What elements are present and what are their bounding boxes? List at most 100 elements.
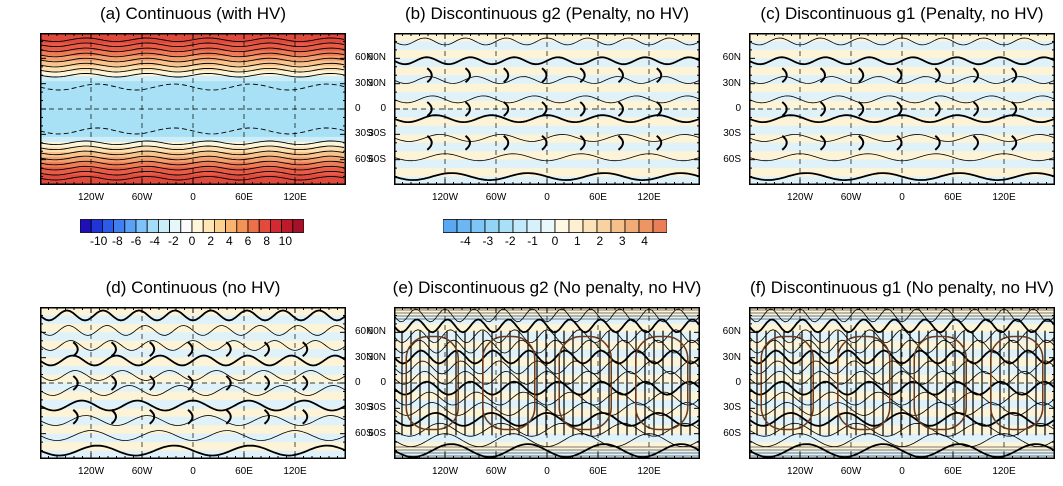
- colorbar-swatch: [135, 219, 148, 233]
- lat-tick-label: 60N: [367, 326, 386, 338]
- lon-tick-label: 0: [544, 466, 550, 477]
- map-panel-f: [749, 307, 1055, 459]
- lon-tick-label: 60E: [944, 466, 962, 477]
- graticule-b: [394, 33, 700, 185]
- colorbar-label: -2: [167, 234, 179, 248]
- colorbar-label: 8: [263, 234, 270, 248]
- lat-tick-label: 30S: [355, 128, 373, 140]
- map-panel-d: [40, 307, 346, 459]
- lat-tick-label: 0: [735, 103, 741, 114]
- lon-tick-label: 120W: [77, 466, 105, 477]
- colorbar-label: 3: [618, 234, 626, 248]
- tick-marks-e: [394, 307, 700, 459]
- lat-tick-label: 60S: [723, 427, 741, 439]
- lat-tick-label: 30N: [722, 77, 741, 89]
- lon-tick-label: 120E: [283, 192, 307, 203]
- lat-tick-label: 30S: [723, 128, 741, 140]
- lon-tick-label: 60E: [944, 192, 962, 203]
- lat-tick-label: 30N: [355, 77, 374, 89]
- colorbar-label: -1: [527, 234, 538, 248]
- lat-tick-label: 0: [380, 103, 386, 114]
- colorbar-swatch: [526, 219, 542, 233]
- tick-marks-a: [40, 33, 346, 185]
- lat-tick-label: 30S: [368, 128, 386, 140]
- colorbar-label: -3: [482, 234, 494, 248]
- colorbar-swatch: [470, 219, 486, 233]
- colorbar-label: 10: [278, 234, 292, 248]
- colorbar-swatch: [247, 219, 260, 233]
- lat-tick-label: 30N: [722, 351, 741, 363]
- colorbar-swatch: [169, 219, 182, 233]
- lon-tick-label: 60W: [131, 466, 153, 477]
- colorbar-label: 0: [188, 234, 196, 248]
- colorbar-swatch: [624, 219, 640, 233]
- graticule-c: [749, 33, 1055, 185]
- lon-tick-label: 120E: [637, 192, 661, 203]
- graticule-f: [749, 307, 1055, 459]
- colorbar-swatch: [225, 219, 238, 233]
- lat-tick-label: 60N: [722, 326, 741, 338]
- colorbar-swatch: [113, 219, 126, 233]
- lon-tick-label: 60E: [589, 192, 607, 203]
- lon-tick-label: 60W: [840, 192, 862, 203]
- colorbar-swatch: [443, 219, 458, 233]
- lat-tick-label: 0: [735, 377, 741, 388]
- colorbar-swatch: [484, 219, 500, 233]
- lon-tick-label: 120W: [431, 192, 459, 203]
- colorbar-label: -10: [89, 234, 108, 248]
- colorbar-label: 4: [641, 234, 648, 248]
- lon-tick-label: 60W: [840, 466, 862, 477]
- colorbar-swatch: [236, 219, 249, 233]
- colorbar-swatch: [292, 219, 304, 233]
- lon-tick-label: 120E: [992, 466, 1016, 477]
- map-panel-a: [40, 33, 346, 185]
- lon-tick-label: 120W: [786, 192, 814, 203]
- lat-tick-label: 30N: [367, 351, 386, 363]
- lat-tick-label: 30N: [367, 77, 386, 89]
- colorbar-label: 2: [207, 234, 214, 248]
- lat-tick-label: 0: [380, 377, 386, 388]
- lat-tick-label: 60S: [355, 153, 373, 165]
- panel-title-f: (f) Discontinuous g1 (No penalty, no HV): [750, 278, 1054, 297]
- colorbar-label: 4: [225, 234, 233, 248]
- colorbar-label: -4: [149, 234, 160, 248]
- lon-tick-label: 60W: [485, 192, 507, 203]
- colorbar-wide: [80, 219, 304, 233]
- colorbar-swatch: [554, 219, 570, 233]
- lon-tick-label: 60E: [589, 466, 607, 477]
- colorbar-label: 2: [596, 234, 604, 248]
- colorbar-swatch: [101, 219, 114, 233]
- colorbar-label: 1: [574, 234, 581, 248]
- colorbar-swatch: [281, 219, 294, 233]
- colorbar-label: -4: [460, 234, 471, 248]
- map-panel-c: [749, 33, 1055, 185]
- map-panel-b: [394, 33, 700, 185]
- lat-tick-label: 60N: [355, 52, 374, 64]
- lat-tick-label: 30N: [355, 351, 374, 363]
- lat-tick-label: 60S: [368, 153, 386, 165]
- colorbar-swatch: [456, 219, 472, 233]
- colorbar-label: -8: [111, 234, 123, 248]
- panel-title-c: (c) Discontinuous g1 (Penalty, no HV): [760, 4, 1044, 23]
- tick-marks-c: [749, 33, 1055, 185]
- map-panel-e: [394, 307, 700, 459]
- colorbar-swatch: [158, 219, 171, 233]
- colorbar-swatch: [213, 219, 226, 233]
- cell-edge-noise-e: [394, 309, 700, 457]
- tick-marks-f: [749, 307, 1055, 459]
- tick-marks-d: [40, 307, 346, 459]
- colorbar-swatch: [652, 219, 667, 233]
- lat-tick-label: 60S: [355, 427, 373, 439]
- colorbar-swatch: [269, 219, 282, 233]
- panel-title-e: (e) Discontinuous g2 (No penalty, no HV): [392, 278, 702, 297]
- panel-title-b: (b) Discontinuous g2 (Penalty, no HV): [404, 4, 690, 23]
- colorbar-swatch: [596, 219, 612, 233]
- lon-tick-label: 120W: [786, 466, 814, 477]
- colorbar-label: -2: [504, 234, 516, 248]
- colorbar-swatch: [180, 219, 193, 233]
- lat-tick-label: 0: [355, 377, 361, 388]
- colorbar-swatch: [512, 219, 528, 233]
- cell-edge-marks-d: [72, 341, 309, 425]
- lat-tick-label: 60N: [355, 326, 374, 338]
- lon-tick-label: 60W: [131, 192, 153, 203]
